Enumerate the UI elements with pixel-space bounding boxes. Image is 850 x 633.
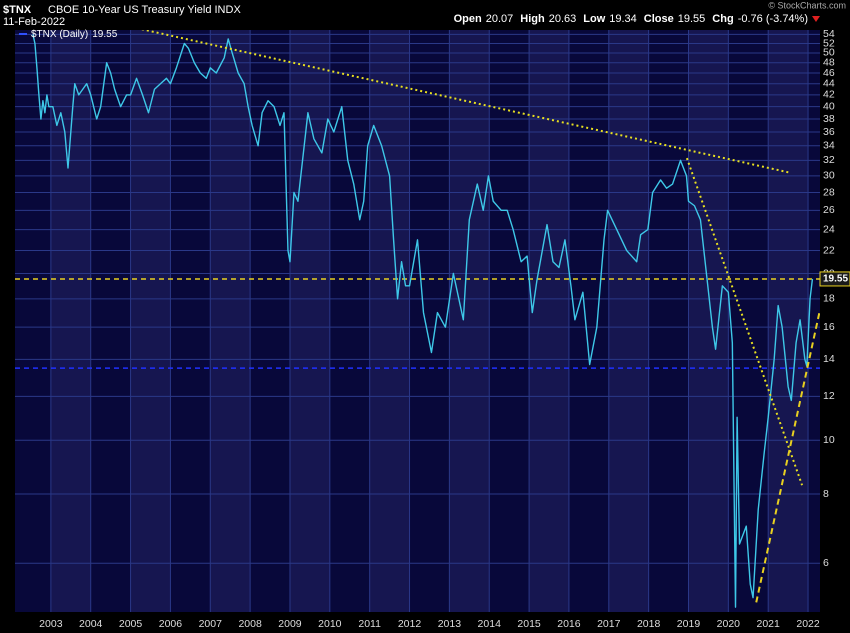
y-tick-label: 38 — [823, 113, 835, 125]
x-tick-label: 2005 — [119, 618, 143, 630]
x-tick-label: 2014 — [478, 618, 502, 630]
y-tick-label: 6 — [823, 557, 829, 569]
y-tick-label: 32 — [823, 154, 835, 166]
year-stripe — [369, 30, 410, 612]
y-tick-label: 8 — [823, 488, 829, 500]
stat-label: Low — [583, 13, 605, 25]
trendline — [140, 30, 791, 174]
y-tick-label: 22 — [823, 244, 835, 256]
year-stripe — [768, 30, 809, 612]
year-stripe — [529, 30, 569, 612]
y-tick-label: 52 — [823, 37, 835, 49]
year-stripe — [608, 30, 649, 612]
year-stripe — [50, 30, 91, 612]
y-tick-label: 24 — [823, 223, 835, 235]
copyright: © StockCharts.com — [768, 0, 846, 10]
x-tick-label: 2003 — [39, 618, 63, 630]
date: 11-Feb-2022 — [3, 16, 65, 28]
x-tick-label: 2011 — [358, 618, 381, 630]
y-tick-label: 26 — [823, 204, 835, 216]
y-tick-label: 12 — [823, 390, 835, 402]
x-tick-label: 2013 — [438, 618, 462, 630]
x-tick-label: 2012 — [398, 618, 422, 630]
year-stripe — [210, 30, 251, 612]
year-stripe — [688, 30, 729, 612]
y-tick-label: 14 — [823, 353, 835, 365]
stat-label: Close — [644, 13, 674, 25]
y-tick-label: 54 — [823, 28, 835, 40]
y-tick-label: 40 — [823, 100, 835, 112]
x-tick-label: 2019 — [677, 618, 701, 630]
stat-value: -0.76 (-3.74%) — [738, 13, 808, 25]
plot-layer — [15, 30, 820, 608]
x-tick-label: 2017 — [597, 618, 621, 630]
y-tick-label: 50 — [823, 47, 835, 59]
stat-value: 19.55 — [678, 13, 706, 25]
x-tick-label: 2009 — [278, 618, 302, 630]
stat-label: High — [520, 13, 545, 25]
x-tick-label: 2008 — [238, 618, 262, 630]
year-stripe — [449, 30, 490, 612]
x-tick-label: 2004 — [79, 618, 103, 630]
y-tick-label: 30 — [823, 170, 835, 182]
stat-label: Open — [454, 13, 482, 25]
y-tick-label: 36 — [823, 126, 835, 138]
x-tick-label: 2015 — [517, 618, 541, 630]
x-tick-label: 2018 — [637, 618, 661, 630]
legend-value: 19.55 — [92, 29, 117, 40]
y-tick-label: 48 — [823, 57, 835, 69]
x-tick-label: 2010 — [318, 618, 342, 630]
x-tick-label: 2020 — [717, 618, 741, 630]
down-arrow — [812, 16, 820, 22]
legend-name: $TNX (Daily) — [31, 29, 88, 40]
y-tick-label: 16 — [823, 321, 835, 333]
chart-title: CBOE 10-Year US Treasury Yield INDX — [48, 4, 241, 16]
x-tick-label: 2016 — [557, 618, 581, 630]
price-tag — [819, 271, 850, 287]
legend-entry: $TNX (Daily) 19.55 — [31, 29, 118, 40]
stat-value: 20.07 — [486, 13, 514, 25]
stats: Open 20.07 High 20.63 Low 19.34 Close 19.55 Chg -… — [454, 13, 808, 25]
y-tick-label: 44 — [823, 77, 835, 89]
stat-label: Chg — [712, 13, 733, 25]
price-line — [32, 34, 814, 608]
stat-value: 19.34 — [609, 13, 637, 25]
y-tick-label: 42 — [823, 89, 835, 101]
x-tick-label: 2021 — [757, 618, 781, 630]
y-tick-label: 46 — [823, 67, 835, 79]
y-tick-label: 34 — [823, 140, 835, 152]
year-stripe — [289, 30, 330, 612]
y-tick-label: 10 — [823, 434, 835, 446]
year-stripe — [130, 30, 171, 612]
x-tick-label: 2006 — [159, 618, 183, 630]
y-tick-label: 18 — [823, 293, 835, 305]
price-tag-label: 19.55 — [823, 274, 848, 285]
symbol: $TNX — [3, 4, 32, 16]
x-tick-label: 2022 — [796, 618, 820, 630]
stat-value: 20.63 — [549, 13, 577, 25]
y-tick-label: 28 — [823, 186, 835, 198]
x-tick-label: 2007 — [199, 618, 223, 630]
